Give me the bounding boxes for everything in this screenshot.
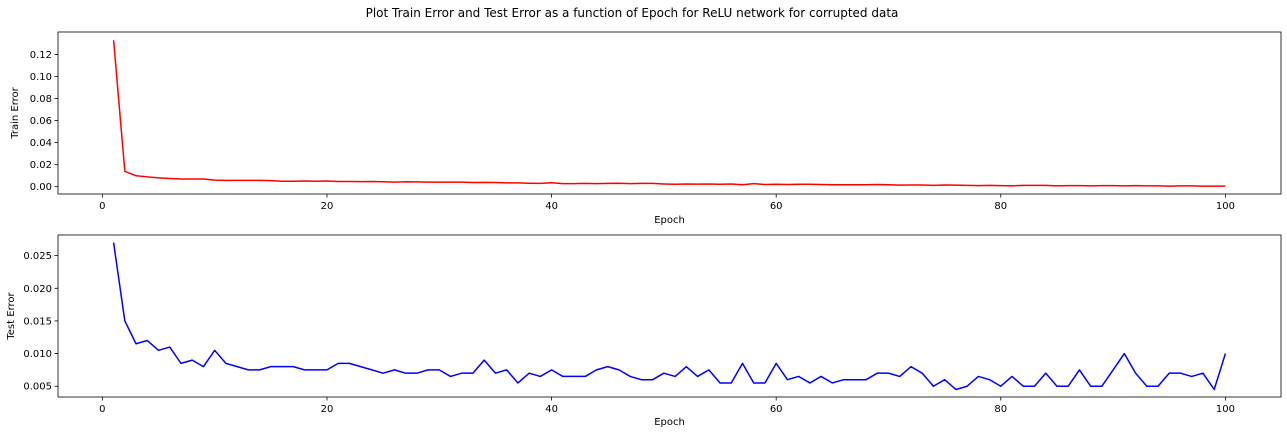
y-tick-label: 0.025 [23,251,52,262]
x-tick-label: 20 [321,201,334,212]
x-tick-label: 40 [545,201,558,212]
x-tick-label: 100 [1216,201,1235,212]
y-tick-label: 0.10 [30,72,52,83]
y-tick-label: 0.04 [30,138,52,149]
x-tick-label: 40 [545,404,558,415]
x-tick-label: 80 [994,404,1007,415]
train-axes-frame [57,31,1282,195]
test-axes-frame [57,234,1282,398]
train-error-line [112,40,1226,187]
x-tick-label: 20 [321,404,334,415]
x-tick-label: 0 [99,201,105,212]
x-tick-label: 60 [770,404,783,415]
y-tick-label: 0.00 [30,182,52,193]
x-tick-label: 100 [1216,404,1235,415]
y-tick-label: 0.015 [23,316,52,327]
y-axis-label: Train Error [10,86,21,139]
x-axis-label: Epoch [654,215,685,226]
figure-title: Plot Train Error and Test Error as a fun… [366,6,899,20]
y-tick-label: 0.020 [23,284,52,295]
y-tick-label: 0.06 [30,116,52,127]
test-error-line [112,242,1227,391]
x-tick-label: 0 [99,404,105,415]
x-axis-label: Epoch [654,417,685,428]
x-tick-label: 80 [994,201,1007,212]
y-tick-label: 0.005 [23,382,52,393]
train-error-plot: 0 20 40 60 80 100 0.00 0.02 0.04 0.06 0.08 0.10 0.12… [10,31,1282,226]
y-tick-label: 0.08 [30,94,52,105]
test-error-plot: 0 20 40 60 80 100 0.005 0.010 0.015 0.020 0.025 Epo… [6,234,1282,428]
y-tick-label: 0.02 [30,160,52,171]
y-tick-label: 0.12 [30,50,52,61]
y-axis-label: Test Error [6,291,17,340]
y-tick-label: 0.010 [23,349,52,360]
x-tick-label: 60 [770,201,783,212]
